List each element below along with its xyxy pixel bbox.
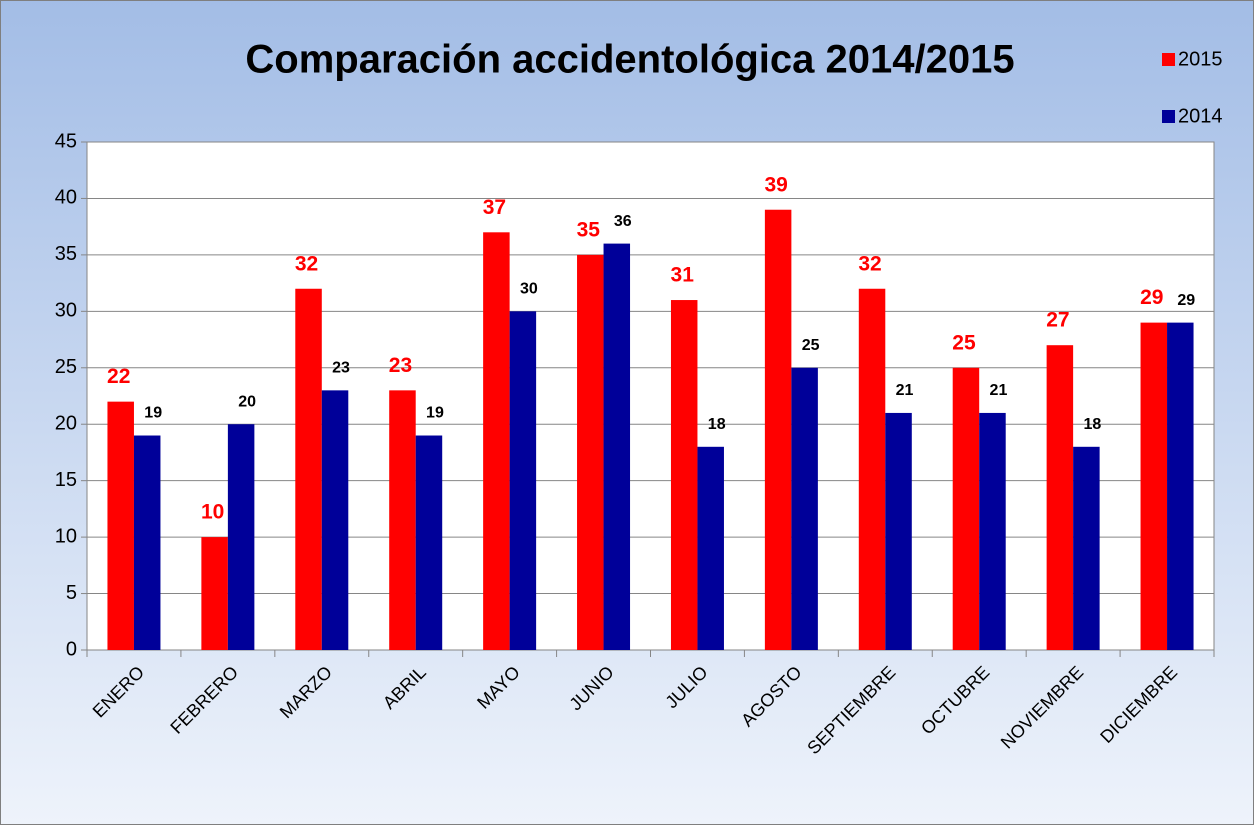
y-tick-label: 30 [55, 300, 77, 322]
bar [483, 232, 510, 651]
y-tick-label: 40 [55, 187, 77, 209]
data-label: 18 [708, 416, 726, 433]
bar [295, 288, 322, 650]
bar [107, 401, 134, 650]
data-label: 21 [990, 382, 1008, 399]
data-label: 23 [332, 360, 350, 377]
bar [952, 367, 980, 650]
data-label: 32 [858, 252, 881, 275]
data-label: 22 [107, 365, 130, 388]
bar [227, 424, 255, 650]
bar [321, 390, 349, 650]
y-tick-label: 0 [66, 638, 77, 660]
y-tick-label: 10 [55, 525, 77, 547]
y-tick-label: 20 [55, 413, 77, 435]
plot-area [86, 141, 1215, 651]
data-label: 19 [144, 405, 162, 422]
bar [764, 209, 792, 650]
legend-swatch [1162, 110, 1175, 123]
bar [603, 243, 631, 650]
legend-label: 2014 [1178, 105, 1223, 127]
data-label: 19 [426, 405, 444, 422]
bar [858, 288, 886, 650]
data-label: 29 [1177, 292, 1195, 309]
bar [885, 412, 912, 650]
bar [133, 435, 161, 650]
bar [201, 537, 228, 650]
y-tick-label: 35 [55, 243, 77, 265]
data-label: 36 [614, 213, 632, 230]
chart-title: Comparación accidentológica 2014/2015 [245, 38, 1014, 82]
data-label: 35 [577, 218, 601, 241]
bar [979, 412, 1006, 650]
bar [1140, 322, 1168, 650]
bar [509, 311, 537, 650]
bar [415, 435, 443, 650]
data-label: 23 [389, 354, 412, 377]
legend-label: 2015 [1178, 48, 1223, 70]
data-label: 31 [671, 264, 695, 287]
legend-swatch [1162, 53, 1175, 66]
y-tick-label: 5 [66, 582, 77, 604]
bar [389, 390, 416, 650]
bar [670, 300, 698, 650]
bar [1167, 322, 1194, 650]
y-tick-label: 45 [55, 130, 77, 152]
data-label: 37 [483, 196, 506, 219]
data-label: 27 [1046, 309, 1069, 332]
data-label: 20 [238, 393, 256, 410]
bar [1073, 446, 1100, 650]
data-label: 18 [1083, 416, 1101, 433]
bar [791, 367, 818, 650]
data-label: 25 [952, 331, 976, 354]
bar [697, 446, 724, 650]
data-label: 30 [520, 281, 538, 298]
y-tick-label: 25 [55, 356, 77, 378]
data-label: 39 [764, 173, 787, 196]
bar [577, 254, 604, 650]
data-label: 29 [1140, 286, 1163, 309]
data-label: 25 [802, 337, 820, 354]
bar [1046, 345, 1074, 650]
data-label: 21 [896, 382, 914, 399]
data-label: 32 [295, 252, 318, 275]
y-tick-label: 15 [55, 469, 77, 491]
data-label: 10 [201, 501, 224, 524]
